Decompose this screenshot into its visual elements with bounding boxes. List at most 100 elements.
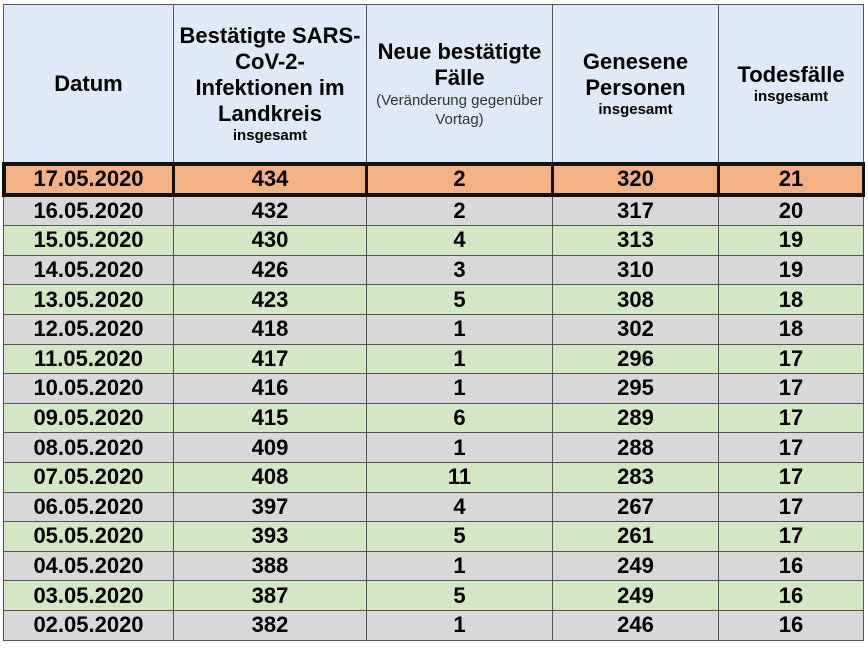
cell-deaths: 17 — [718, 402, 864, 434]
cell-recovered: 308 — [552, 284, 719, 315]
cell-deaths: 19 — [718, 225, 864, 256]
cell-date: 15.05.2020 — [3, 225, 174, 256]
table-row: 15.05.2020 430 4 313 19 — [3, 225, 864, 256]
cell-new: 1 — [366, 343, 553, 375]
cell-recovered: 310 — [552, 254, 719, 286]
cell-date: 17.05.2020 — [2, 162, 175, 197]
cell-date: 05.05.2020 — [3, 521, 174, 552]
table-row-current: 17.05.2020 434 2 320 21 — [2, 162, 865, 197]
cell-date: 11.05.2020 — [3, 343, 174, 375]
table-row: 12.05.2020 418 1 302 18 — [3, 313, 864, 345]
cell-total: 388 — [173, 550, 367, 582]
cell-date: 13.05.2020 — [3, 284, 174, 315]
header-date: Datum — [3, 4, 174, 165]
table-row: 14.05.2020 426 3 310 19 — [3, 254, 864, 286]
cell-deaths: 17 — [718, 432, 864, 463]
cell-deaths: 18 — [718, 284, 864, 315]
header-new-note: (Veränderung gegenüber Vortag) — [376, 91, 543, 128]
cell-new: 1 — [366, 313, 553, 345]
cell-total: 387 — [173, 580, 367, 611]
table-row: 10.05.2020 416 1 295 17 — [3, 373, 864, 404]
cell-total: 418 — [173, 313, 367, 345]
table-row: 03.05.2020 387 5 249 16 — [3, 580, 864, 611]
table-row: 05.05.2020 393 5 261 17 — [3, 521, 864, 552]
cell-total: 430 — [173, 225, 367, 256]
cell-recovered: 295 — [552, 373, 719, 404]
table-row: 13.05.2020 423 5 308 18 — [3, 284, 864, 315]
cell-recovered: 296 — [552, 343, 719, 375]
cell-total: 415 — [173, 402, 367, 434]
header-date-title: Datum — [54, 70, 123, 96]
cell-new: 5 — [366, 284, 553, 315]
header-total-sub: insgesamt — [232, 126, 308, 144]
cell-recovered: 288 — [552, 432, 719, 463]
cell-date: 04.05.2020 — [3, 550, 174, 582]
cell-date: 03.05.2020 — [3, 580, 174, 611]
table-row: 06.05.2020 397 4 267 17 — [3, 491, 864, 523]
header-new-cases: Neue bestätigte Fälle (Veränderung gegen… — [366, 4, 553, 165]
header-deaths-title: Todesfälle — [737, 61, 845, 87]
cell-date: 07.05.2020 — [3, 461, 174, 493]
cell-recovered: 289 — [552, 402, 719, 434]
cell-recovered: 283 — [552, 461, 719, 493]
cell-deaths: 21 — [717, 162, 865, 197]
cell-deaths: 17 — [718, 491, 864, 523]
cell-total: 409 — [173, 432, 367, 463]
cell-date: 08.05.2020 — [3, 432, 174, 463]
cell-total: 382 — [173, 609, 367, 641]
table-row: 02.05.2020 382 1 246 16 — [3, 609, 864, 641]
cell-total: 408 — [173, 461, 367, 493]
header-total-infections: Bestätigte SARS-CoV-2-Infektionen im Lan… — [173, 4, 367, 165]
header-recovered-title: Genesene Personen — [582, 48, 689, 100]
cell-new: 1 — [366, 373, 553, 404]
header-deaths: Todesfälle insgesamt — [718, 4, 864, 165]
cell-new: 2 — [365, 162, 554, 197]
cell-date: 06.05.2020 — [3, 491, 174, 523]
cell-recovered: 249 — [552, 580, 719, 611]
cell-recovered: 246 — [552, 609, 719, 641]
covid-cases-table: Datum Bestätigte SARS-CoV-2-Infektionen … — [2, 4, 865, 641]
cell-total: 432 — [173, 194, 367, 227]
cell-total: 416 — [173, 373, 367, 404]
cell-deaths: 17 — [718, 521, 864, 552]
header-new-title: Neue bestätigte Fälle — [377, 38, 542, 90]
cell-new: 3 — [366, 254, 553, 286]
cell-recovered: 261 — [552, 521, 719, 552]
cell-new: 4 — [366, 491, 553, 523]
table-row: 07.05.2020 408 11 283 17 — [3, 461, 864, 493]
cell-new: 5 — [366, 521, 553, 552]
header-deaths-sub: insgesamt — [753, 87, 829, 105]
cell-recovered: 320 — [551, 162, 720, 197]
cell-deaths: 19 — [718, 254, 864, 286]
cell-deaths: 17 — [718, 461, 864, 493]
header-recovered-sub: insgesamt — [598, 100, 673, 118]
cell-date: 02.05.2020 — [3, 609, 174, 641]
cell-recovered: 267 — [552, 491, 719, 523]
cell-recovered: 302 — [552, 313, 719, 345]
table-row: 08.05.2020 409 1 288 17 — [3, 432, 864, 463]
cell-total: 417 — [173, 343, 367, 375]
cell-new: 5 — [366, 580, 553, 611]
cell-new: 1 — [366, 432, 553, 463]
cell-date: 12.05.2020 — [3, 313, 174, 345]
cell-date: 14.05.2020 — [3, 254, 174, 286]
header-recovered: Genesene Personen insgesamt — [552, 4, 719, 165]
table-row: 16.05.2020 432 2 317 20 — [3, 194, 864, 227]
cell-new: 1 — [366, 550, 553, 582]
cell-total: 426 — [173, 254, 367, 286]
table-row: 09.05.2020 415 6 289 17 — [3, 402, 864, 434]
table-row: 11.05.2020 417 1 296 17 — [3, 343, 864, 375]
table-row: 04.05.2020 388 1 249 16 — [3, 550, 864, 582]
cell-recovered: 313 — [552, 225, 719, 256]
cell-new: 6 — [366, 402, 553, 434]
cell-date: 09.05.2020 — [3, 402, 174, 434]
header-row: Datum Bestätigte SARS-CoV-2-Infektionen … — [3, 4, 864, 165]
cell-total: 423 — [173, 284, 367, 315]
header-total-title: Bestätigte SARS-CoV-2-Infektionen im Lan… — [179, 22, 361, 126]
cell-date: 10.05.2020 — [3, 373, 174, 404]
table-body: 17.05.2020 434 2 320 21 16.05.2020 432 2 317 20 15… — [2, 162, 865, 641]
cell-new: 11 — [366, 461, 553, 493]
cell-new: 1 — [366, 609, 553, 641]
cell-total: 397 — [173, 491, 367, 523]
cell-recovered: 317 — [552, 194, 719, 227]
